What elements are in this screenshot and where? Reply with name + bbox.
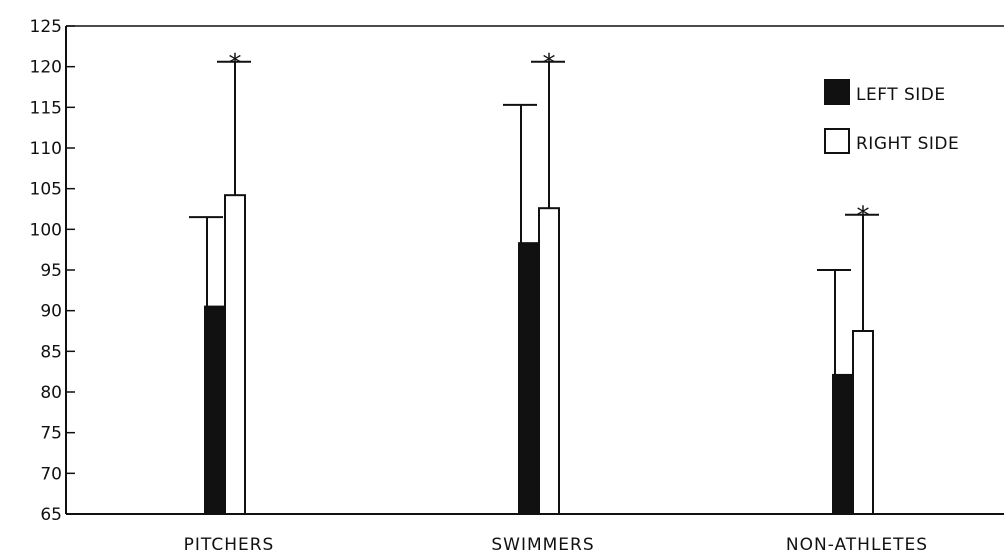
bar-left-pitchers bbox=[204, 305, 226, 515]
category-label: SWIMMERS bbox=[491, 535, 594, 555]
bar-left-non-athletes bbox=[832, 373, 854, 516]
y-tick-label: 85 bbox=[40, 342, 62, 362]
y-tick-label: 115 bbox=[30, 98, 62, 118]
chart-y-ticks: 125 120 115 110 105 100 95 90 85 80 75 70 65 bbox=[30, 17, 75, 525]
bar-right-swimmers bbox=[538, 207, 560, 515]
y-tick-label: 70 bbox=[40, 464, 62, 484]
y-tick-label: 65 bbox=[40, 505, 62, 525]
chart-category-labels: PITCHERS SWIMMERS NON-ATHLETES bbox=[184, 535, 928, 555]
significance-star: * bbox=[229, 49, 242, 79]
chart-bars bbox=[204, 194, 874, 516]
bar-left-swimmers bbox=[518, 242, 540, 515]
y-tick-label: 75 bbox=[40, 424, 62, 444]
significance-star: * bbox=[543, 49, 556, 79]
y-tick-label: 105 bbox=[30, 180, 62, 200]
bar-right-pitchers bbox=[224, 194, 246, 515]
y-tick-label: 95 bbox=[40, 261, 62, 281]
y-tick-label: 90 bbox=[40, 302, 62, 322]
legend-label: RIGHT SIDE bbox=[856, 134, 959, 154]
chart-significance-markers: * * * bbox=[229, 49, 870, 232]
category-label: PITCHERS bbox=[184, 535, 275, 555]
y-tick-label: 100 bbox=[30, 220, 62, 240]
legend-swatch-left bbox=[824, 79, 850, 105]
category-label: NON-ATHLETES bbox=[786, 535, 928, 555]
y-tick-label: 125 bbox=[30, 17, 62, 37]
y-tick-label: 120 bbox=[30, 58, 62, 78]
chart-legend: LEFT SIDE RIGHT SIDE bbox=[824, 79, 959, 154]
significance-star: * bbox=[857, 202, 870, 232]
bar-right-non-athletes bbox=[852, 330, 874, 515]
legend-label: LEFT SIDE bbox=[856, 85, 946, 105]
legend-swatch-right bbox=[824, 128, 850, 154]
y-tick-label: 110 bbox=[30, 139, 62, 159]
chart-error-bars bbox=[189, 60, 879, 375]
y-tick-label: 80 bbox=[40, 383, 62, 403]
